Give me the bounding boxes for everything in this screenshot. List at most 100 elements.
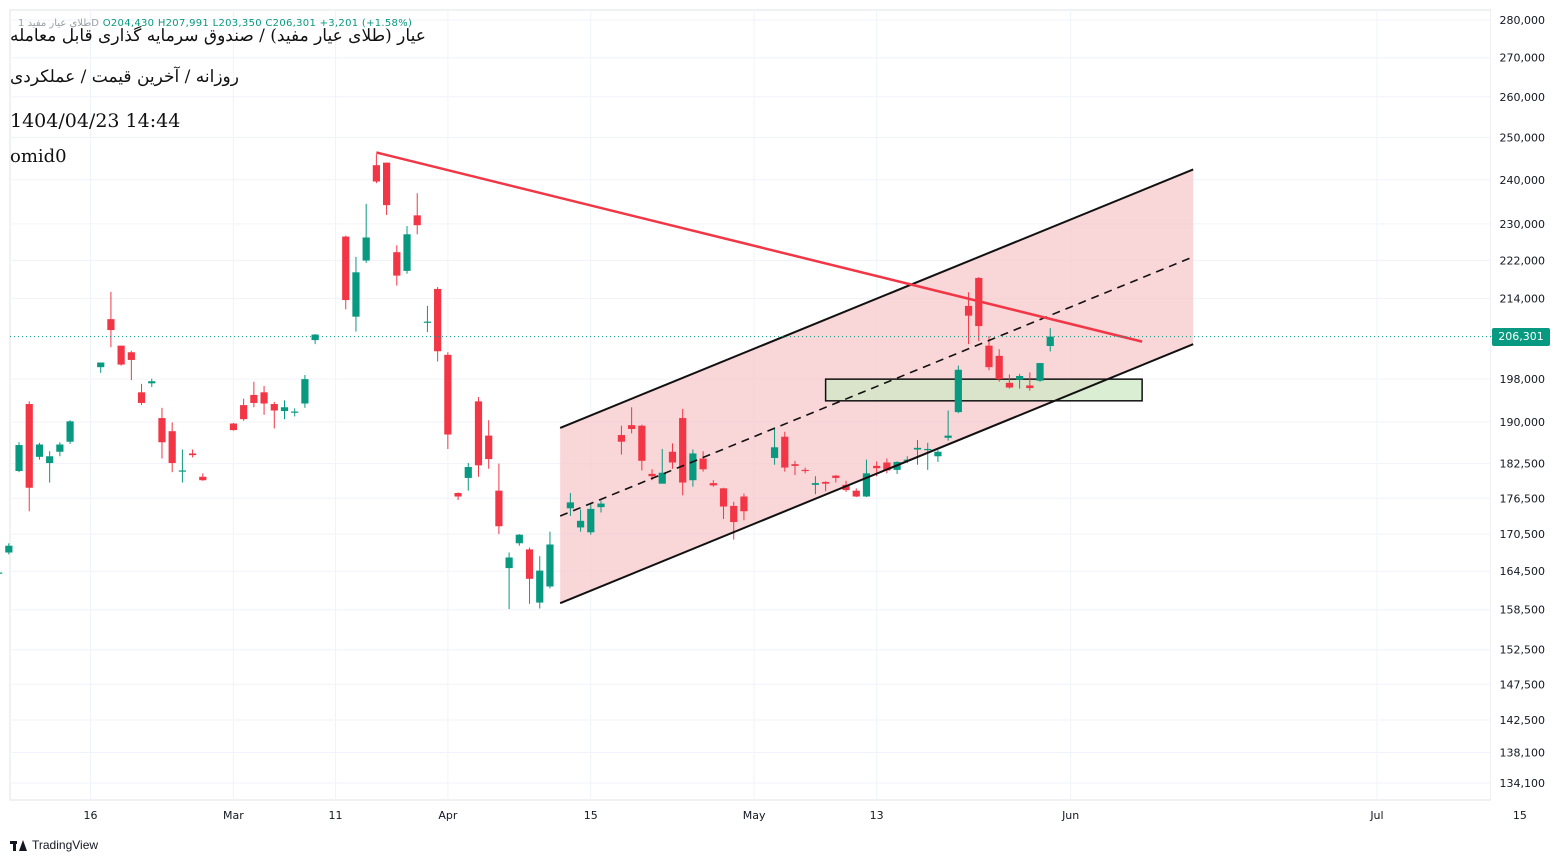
- candle: [546, 531, 554, 589]
- candle-body: [801, 469, 809, 472]
- candle: [1005, 374, 1013, 389]
- candle-body: [730, 505, 738, 523]
- candle: [617, 425, 626, 455]
- candle-body: [505, 557, 513, 569]
- channel-lower-line: [559, 343, 1194, 605]
- candle-body: [832, 475, 840, 478]
- candle: [393, 245, 401, 286]
- y-tick-label: 134,100: [1500, 777, 1546, 790]
- candle-body: [1026, 385, 1034, 389]
- candle-body: [1046, 336, 1054, 347]
- candle-body: [781, 436, 789, 468]
- candle-body: [393, 252, 401, 276]
- candle: [464, 463, 472, 491]
- trend-drawings[interactable]: [376, 151, 1194, 605]
- candle: [822, 481, 830, 492]
- candle-body: [934, 451, 942, 457]
- candle: [485, 420, 493, 469]
- candle: [628, 407, 636, 434]
- candle: [137, 383, 146, 406]
- candle: [240, 398, 248, 421]
- candle: [944, 410, 952, 441]
- candle: [770, 427, 779, 465]
- candle: [801, 467, 809, 474]
- candle-body: [148, 381, 156, 384]
- candle-body: [189, 453, 197, 456]
- candle: [781, 431, 789, 472]
- candle-body: [464, 467, 472, 478]
- candle: [15, 442, 23, 473]
- candle: [189, 449, 197, 458]
- candle-body: [352, 272, 360, 317]
- tradingview-brand[interactable]: TradingView: [10, 838, 98, 852]
- candle-body: [474, 401, 483, 466]
- candle: [5, 543, 13, 555]
- candle: [709, 480, 717, 487]
- candle: [1026, 372, 1034, 391]
- candle-body: [260, 392, 268, 404]
- y-tick-label: 176,500: [1500, 492, 1546, 505]
- candle: [127, 350, 135, 381]
- candle: [352, 256, 360, 332]
- candle: [168, 422, 176, 473]
- candle: [444, 352, 452, 449]
- candle: [964, 292, 973, 345]
- candle-body: [15, 445, 23, 472]
- candle-body: [413, 215, 421, 226]
- candle: [689, 449, 697, 487]
- candle-body: [985, 345, 993, 368]
- candle-body: [709, 483, 717, 486]
- candle: [791, 460, 799, 476]
- candle-body: [740, 496, 748, 512]
- candle-body: [576, 520, 585, 528]
- y-tick-label: 164,500: [1500, 565, 1546, 578]
- x-tick-label: 15: [1513, 809, 1527, 822]
- candle-body: [536, 570, 544, 603]
- candle-body: [658, 472, 666, 484]
- candle: [934, 450, 942, 462]
- candle: [25, 401, 33, 512]
- candle: [995, 349, 1003, 382]
- candle-body: [35, 444, 44, 457]
- candle: [311, 334, 319, 345]
- candle-body: [873, 465, 881, 469]
- candle: [342, 235, 350, 310]
- candle-body: [770, 447, 779, 458]
- candle-body: [495, 490, 503, 527]
- candle-body: [168, 431, 176, 464]
- candle-body: [679, 418, 687, 483]
- y-tick-label: 158,500: [1500, 604, 1546, 617]
- candle: [434, 287, 442, 362]
- candle-body: [842, 484, 850, 491]
- candle-body: [342, 236, 350, 301]
- y-tick-label: 280,000: [1500, 14, 1546, 27]
- y-tick-label: 270,000: [1500, 52, 1546, 65]
- candle: [158, 407, 166, 459]
- candle: [832, 475, 840, 483]
- candle-body: [127, 352, 135, 360]
- candle-body: [301, 379, 309, 404]
- last-price-label: 206,301: [1492, 327, 1550, 346]
- candle-body: [250, 394, 258, 403]
- candle: [852, 488, 860, 498]
- candle: [301, 374, 309, 408]
- candle: [495, 463, 503, 535]
- resistance-line: [376, 151, 1143, 343]
- candle: [382, 162, 391, 215]
- x-tick-label: Jun: [1061, 809, 1079, 822]
- candle-body: [311, 334, 319, 341]
- candle-body: [137, 392, 146, 403]
- y-tick-label: 190,000: [1500, 416, 1546, 429]
- y-tick-label: 260,000: [1500, 91, 1546, 104]
- price-axis[interactable]: 134,100 138,100 142,500 147,500 152,500 158,5…: [1491, 0, 1564, 830]
- candle: [505, 552, 513, 610]
- x-tick-label: May: [743, 809, 766, 822]
- candle-body: [382, 162, 391, 206]
- time-axis[interactable]: 16Mar11Apr15May13JunJul15Aug12Sep: [84, 809, 1564, 822]
- candle-body: [811, 483, 820, 485]
- candle-body: [924, 448, 932, 451]
- chart-subtitle: روزانه / آخرین قیمت / عملکردی: [10, 67, 239, 87]
- chart-grid: [9, 9, 1521, 801]
- candle-body: [485, 435, 493, 460]
